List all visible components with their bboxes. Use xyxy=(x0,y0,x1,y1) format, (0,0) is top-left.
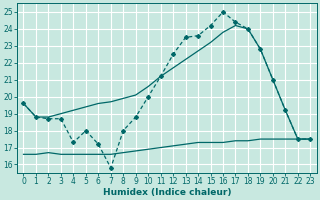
X-axis label: Humidex (Indice chaleur): Humidex (Indice chaleur) xyxy=(103,188,231,197)
